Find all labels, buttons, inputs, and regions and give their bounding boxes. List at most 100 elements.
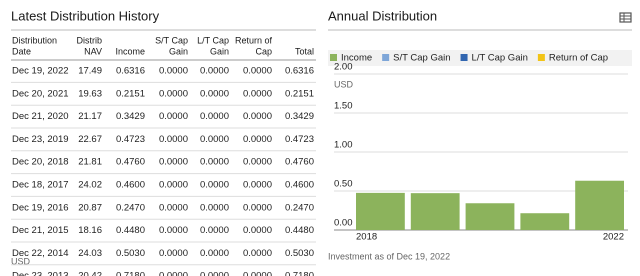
- table-cell: 0.0000: [243, 202, 272, 213]
- table-cell: 0.0000: [159, 225, 188, 236]
- table-cell: 0.2470: [285, 202, 314, 213]
- column-header: NAV: [84, 46, 102, 56]
- bar: [575, 180, 624, 230]
- table-cell: 0.0000: [200, 157, 229, 168]
- table-cell: 0.4723: [285, 134, 314, 145]
- column-header: Distrib: [76, 35, 102, 45]
- legend-label: Return of Cap: [549, 53, 608, 64]
- table-cell: 17.49: [78, 66, 102, 77]
- table-cell: 0.0000: [200, 111, 229, 122]
- chart-title: Annual Distribution: [328, 8, 437, 23]
- table-cell: 0.2151: [285, 88, 314, 99]
- y-tick-label: 1.00: [334, 140, 353, 151]
- table-cell: 24.02: [78, 180, 102, 191]
- table-cell: 24.03: [78, 248, 102, 259]
- table-cell: 0.3429: [285, 111, 314, 122]
- table-cell: 0.0000: [200, 202, 229, 213]
- table-cell: Dec 19, 2016: [12, 202, 69, 213]
- bar: [356, 192, 405, 230]
- y-unit: USD: [334, 79, 354, 89]
- column-header: Cap: [255, 46, 272, 56]
- y-tick-label: 2.00: [334, 62, 353, 73]
- bar: [465, 203, 515, 230]
- legend-label: S/T Cap Gain: [393, 53, 450, 64]
- column-header: Return of: [235, 35, 273, 45]
- table-cell: 0.0000: [200, 88, 229, 99]
- table-cell: 0.4760: [116, 157, 145, 168]
- column-header: Income: [115, 46, 145, 56]
- legend-swatch: [382, 54, 390, 61]
- table-cell: 0.0000: [159, 180, 188, 191]
- table-icon[interactable]: [619, 12, 632, 23]
- table-cell: 0.4723: [116, 134, 145, 145]
- column-header: S/T Cap: [155, 35, 188, 45]
- bar: [520, 213, 570, 230]
- table-cell: 0.0000: [159, 134, 188, 145]
- table-cell: 0.0000: [200, 271, 229, 276]
- table-cell: 0.0000: [243, 225, 272, 236]
- table-cell: 0.0000: [159, 271, 188, 276]
- legend-swatch: [460, 54, 468, 61]
- legend-swatch: [330, 54, 337, 61]
- table-cell: 0.0000: [159, 248, 188, 259]
- table-cell: 0.4480: [116, 225, 145, 236]
- column-header: Date: [12, 46, 31, 56]
- table-cell: Dec 21, 2020: [12, 111, 69, 122]
- table-cell: 19.63: [78, 88, 102, 99]
- table-cell: Dec 21, 2015: [12, 225, 69, 236]
- table-cell: 0.4480: [285, 225, 314, 236]
- legend-label: Income: [341, 53, 372, 64]
- table-cell: 0.4760: [285, 157, 314, 168]
- table-cell: 0.0000: [243, 66, 272, 77]
- table-cell: 0.0000: [243, 248, 272, 259]
- table-cell: 0.0000: [243, 111, 272, 122]
- icon-frame[interactable]: [619, 12, 632, 23]
- table-cell: 0.4600: [285, 180, 314, 191]
- column-header: Distribution: [12, 35, 57, 45]
- table-cell: 0.6316: [285, 66, 314, 77]
- table-cell: 0.0000: [200, 66, 229, 77]
- table-cell: 0.7180: [285, 271, 314, 276]
- column-header: Total: [295, 46, 314, 56]
- y-tick-label: 0.00: [334, 218, 353, 229]
- table-cell: Dec 20, 2018: [12, 157, 69, 168]
- table-cell: 0.0000: [200, 180, 229, 191]
- table-cell: 0.7180: [116, 271, 145, 276]
- table-cell: 0.0000: [159, 88, 188, 99]
- table-cell: 0.5030: [285, 248, 314, 259]
- column-header: L/T Cap: [197, 35, 229, 45]
- table-cell: 0.3429: [116, 111, 145, 122]
- table-cell: 0.0000: [243, 271, 272, 276]
- column-header: Gain: [210, 46, 229, 56]
- table-cell: 0.0000: [200, 225, 229, 236]
- x-tick-label: 2018: [356, 232, 377, 243]
- table-cell: 0.0000: [159, 202, 188, 213]
- x-tick-label: 2022: [603, 232, 624, 243]
- table-cell: 18.16: [78, 225, 102, 236]
- table-cell: 0.4600: [116, 180, 145, 191]
- chart-footnote: Investment as of Dec 19, 2022: [328, 251, 450, 261]
- table-cell: 21.17: [78, 111, 102, 122]
- legend-swatch: [537, 54, 545, 61]
- table-cell: 0.0000: [243, 134, 272, 145]
- table-cell: 0.0000: [159, 111, 188, 122]
- table-cell: 0.2151: [116, 88, 145, 99]
- table-cell: 0.0000: [159, 66, 188, 77]
- table-cell: 0.5030: [116, 248, 145, 259]
- table-cell: 0.0000: [243, 88, 272, 99]
- table-cell: Dec 18, 2017: [12, 180, 69, 191]
- table-cell: 0.0000: [243, 180, 272, 191]
- table-cell: Dec 19, 2022: [12, 66, 69, 77]
- legend-label: L/T Cap Gain: [472, 53, 528, 64]
- y-tick-label: 0.50: [334, 179, 353, 190]
- table-cell: Dec 22, 2014: [12, 248, 69, 259]
- bar: [410, 193, 460, 230]
- column-header: Gain: [169, 46, 188, 56]
- table-cell: Dec 23, 2013: [12, 271, 69, 276]
- y-tick-label: 1.50: [334, 101, 353, 112]
- table-cell: 20.42: [78, 271, 102, 276]
- table-cell: Dec 20, 2021: [12, 88, 69, 99]
- table-cell: 21.81: [78, 157, 102, 168]
- table-cell: 0.0000: [243, 157, 272, 168]
